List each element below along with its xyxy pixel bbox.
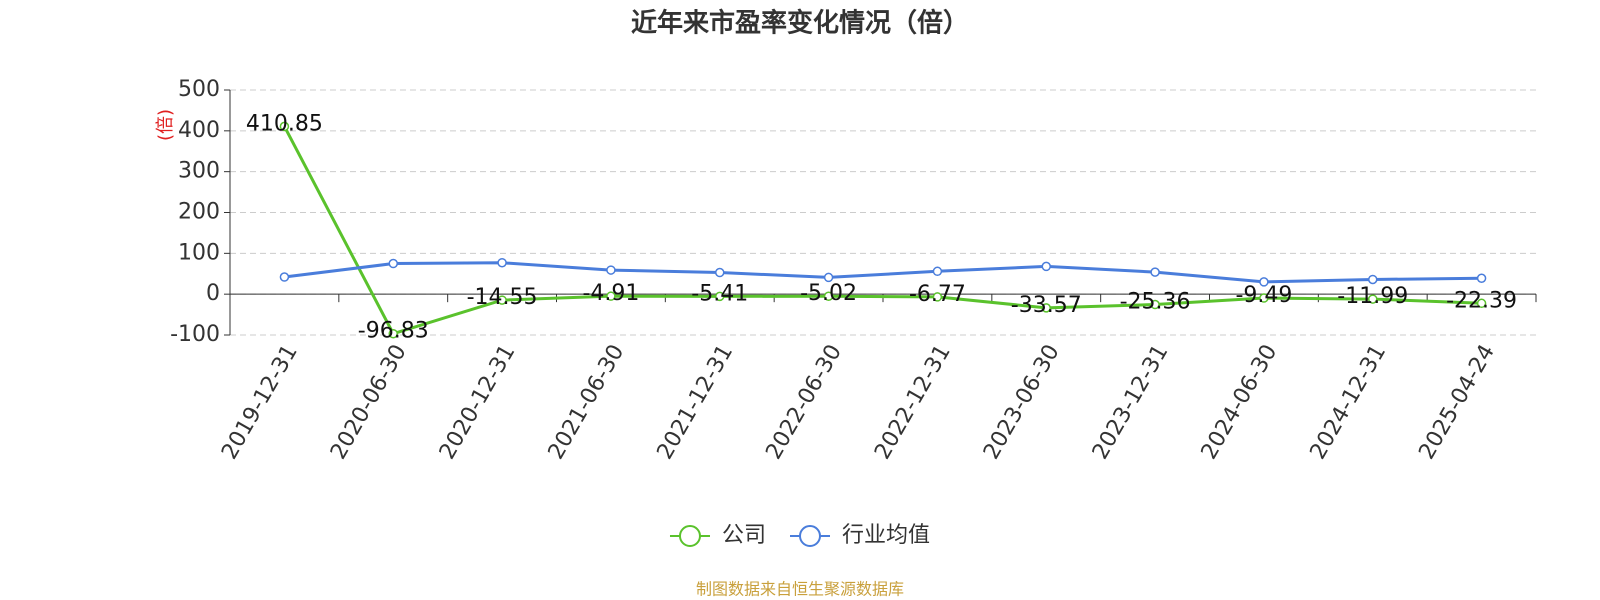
source-note: 制图数据来自恒生聚源数据库	[696, 580, 904, 599]
data-label: -25.36	[1120, 290, 1191, 315]
data-label: -6.77	[909, 282, 966, 307]
y-tick-label: 100	[178, 240, 220, 265]
point	[1041, 261, 1051, 272]
series-line	[284, 261, 1482, 284]
x-tick-label: 2019-12-31	[217, 341, 303, 464]
series-line	[283, 125, 1482, 336]
y-tick-label: 0	[206, 281, 220, 306]
point	[1368, 294, 1378, 304]
point	[823, 291, 834, 301]
x-tick-label: 2024-06-30	[1197, 341, 1283, 464]
point	[1150, 299, 1160, 310]
legend-label: 公司	[722, 523, 766, 548]
point	[1259, 293, 1269, 303]
point	[932, 292, 943, 302]
x-tick-label: 2021-12-31	[653, 341, 739, 464]
data-label: -33.57	[1011, 293, 1082, 318]
point	[497, 295, 507, 305]
x-tick-label: 2024-12-31	[1306, 341, 1392, 464]
data-label: -5.41	[691, 281, 748, 306]
legend-marker	[799, 525, 821, 547]
x-tick-label: 2021-06-30	[544, 341, 630, 464]
x-tick-label: 2020-12-31	[435, 341, 521, 464]
data-label: -9.49	[1235, 283, 1292, 308]
data-label: 410.85	[246, 111, 323, 136]
point	[823, 272, 834, 283]
point	[1368, 274, 1378, 285]
data-label: -5.02	[800, 281, 857, 306]
x-tick-label: 2022-06-30	[761, 341, 847, 464]
point	[279, 121, 290, 132]
point	[606, 291, 616, 301]
point	[932, 266, 943, 277]
point	[1041, 303, 1051, 313]
point	[715, 267, 725, 278]
point	[1476, 298, 1487, 309]
point	[497, 257, 507, 268]
point	[388, 328, 398, 339]
data-label: -11.99	[1337, 284, 1408, 309]
legend-label: 行业均值	[842, 523, 930, 548]
legend: 公司 行业均值	[669, 523, 930, 548]
x-tick-label: 2025-04-24	[1414, 341, 1500, 464]
point	[1259, 277, 1269, 287]
point	[1150, 267, 1160, 277]
x-tick-label: 2023-12-31	[1088, 341, 1174, 464]
point	[279, 272, 290, 282]
data-label: -96.83	[358, 319, 429, 344]
point	[715, 291, 725, 302]
y-tick-label: 500	[178, 77, 220, 102]
point	[388, 258, 398, 269]
chart-title: 近年来市盈率变化情况（倍）	[631, 8, 969, 39]
data-label: -14.55	[467, 285, 538, 310]
y-tick-label: -100	[170, 322, 220, 347]
data-label: -4.91	[582, 281, 639, 306]
point	[606, 265, 616, 275]
y-tick-label: 400	[178, 118, 220, 143]
point	[1476, 273, 1487, 283]
y-axis-label: (倍)	[155, 109, 176, 141]
x-tick-label: 2022-12-31	[870, 341, 956, 464]
x-tick-label: 2020-06-30	[326, 341, 412, 464]
data-label: -22.39	[1446, 288, 1517, 313]
y-tick-label: 200	[178, 200, 220, 225]
y-tick-label: 300	[178, 159, 220, 184]
x-tick-label: 2023-06-30	[979, 341, 1065, 464]
legend-marker	[678, 525, 701, 547]
